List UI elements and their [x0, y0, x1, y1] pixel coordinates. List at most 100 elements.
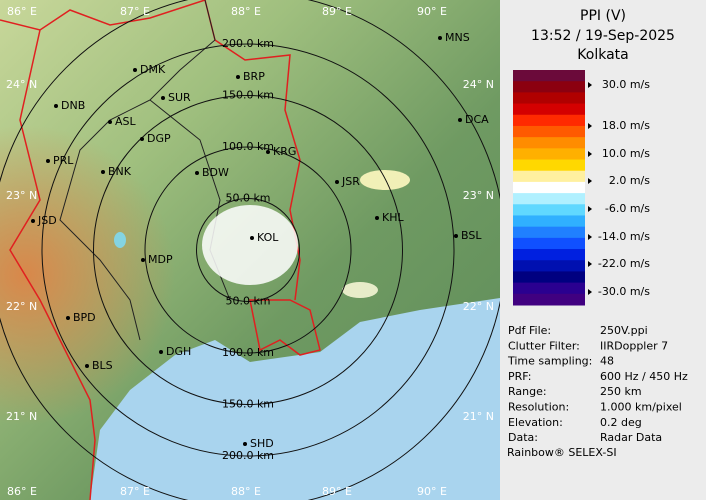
city-dot: [159, 350, 163, 354]
legend-tick: [588, 234, 592, 240]
info-key: Resolution:: [508, 401, 569, 414]
city-label: DNB: [61, 99, 85, 112]
range-label: 200.0 km: [222, 37, 274, 50]
city-label: JSR: [341, 175, 360, 188]
legend-label: 2.0 m/s: [609, 174, 650, 187]
range-ring: [93, 95, 403, 405]
time: 13:52 / 19-Sep-2025: [531, 28, 675, 44]
city-dot: [31, 219, 35, 223]
city-label: KRG: [273, 145, 296, 158]
city-dot: [335, 180, 339, 184]
color-band: [513, 249, 585, 261]
color-band: [513, 170, 585, 183]
legend-tick: [588, 261, 592, 267]
color-band: [513, 215, 585, 228]
range-label: 50.0 km: [225, 295, 270, 308]
city-dot: [236, 75, 240, 79]
color-band: [513, 293, 585, 306]
info-value: Radar Data: [600, 431, 662, 444]
footer: Rainbow® SELEX-SI: [507, 446, 617, 459]
info-key: Time sampling:: [507, 355, 592, 368]
lon-label: 87° E: [120, 5, 150, 18]
legend-tick: [588, 206, 592, 212]
range-label: 100.0 km: [222, 140, 274, 153]
city-label: JSD: [37, 214, 57, 227]
echo: [342, 282, 378, 298]
color-band: [513, 237, 585, 250]
city-label: BSL: [461, 229, 482, 242]
range-label: 150.0 km: [222, 398, 274, 411]
color-band: [513, 193, 585, 205]
lon-label: 86° E: [7, 5, 37, 18]
info-value: 250 km: [600, 385, 642, 398]
color-band: [513, 92, 585, 105]
info-key: PRF:: [508, 370, 531, 383]
info-key: Range:: [508, 385, 547, 398]
range-ring: [144, 146, 352, 354]
color-band: [513, 181, 585, 194]
echo: [202, 205, 298, 285]
color-band: [513, 148, 585, 161]
city-dot: [250, 236, 254, 240]
color-band: [513, 114, 585, 127]
radar-map: 50.0 km 50.0 km 100.0 km 100.0 km 150.0 km 15…: [0, 0, 500, 500]
city-dot: [375, 216, 379, 220]
lat-label: 23° N: [6, 189, 37, 202]
city-dot: [108, 120, 112, 124]
panel-bg: [500, 0, 706, 500]
color-band: [513, 125, 585, 138]
info-value: 600 Hz / 450 Hz: [600, 370, 688, 383]
lat-label: 21° N: [463, 410, 494, 423]
delta: [249, 299, 321, 356]
lon-label: 88° E: [231, 5, 261, 18]
legend-tick: [588, 178, 592, 184]
legend-label: -22.0 m/s: [598, 257, 650, 270]
legend-label: 30.0 m/s: [602, 78, 650, 91]
info-key: Clutter Filter:: [508, 339, 580, 352]
site: Kolkata: [577, 47, 628, 63]
city-dot: [141, 258, 145, 262]
city-dot: [54, 104, 58, 108]
lat-label: 22° N: [6, 300, 37, 313]
lon-label: 90° E: [417, 485, 447, 498]
lon-label: 89° E: [322, 5, 352, 18]
city-dot: [161, 96, 165, 100]
title: PPI (V): [580, 8, 626, 24]
city-label: SHD: [250, 437, 274, 450]
lon-label: 89° E: [322, 485, 352, 498]
legend-label: -30.0 m/s: [598, 285, 650, 298]
echo: [360, 170, 410, 190]
city-dot: [243, 442, 247, 446]
legend-label: 10.0 m/s: [602, 147, 650, 160]
city-label: BPD: [73, 311, 96, 324]
color-band: [513, 81, 585, 93]
legend-tick: [588, 123, 592, 129]
lat-label: 22° N: [463, 300, 494, 313]
city-label: BRP: [243, 70, 265, 83]
city-dot: [46, 159, 50, 163]
color-band: [513, 103, 585, 116]
legend-label: -6.0 m/s: [605, 202, 650, 215]
city-label: BLS: [92, 359, 113, 372]
info-value: IIRDoppler 7: [600, 339, 668, 352]
info-value: 250V.ppi: [600, 324, 648, 337]
city-dot: [140, 137, 144, 141]
color-band: [513, 204, 585, 216]
city-dot: [438, 36, 442, 40]
legend-label: -14.0 m/s: [598, 230, 650, 243]
lon-label: 88° E: [231, 485, 261, 498]
info-key: Data:: [508, 431, 538, 444]
color-band: [513, 260, 585, 272]
color-band: [513, 137, 585, 149]
legend-tick: [588, 289, 592, 295]
city-dot: [195, 171, 199, 175]
sea: [90, 298, 500, 500]
city-dot: [66, 316, 70, 320]
city-label: KOL: [257, 231, 279, 244]
city-label: DCA: [465, 113, 489, 126]
info-key: Elevation:: [508, 416, 563, 429]
range-label: 50.0 km: [225, 192, 270, 205]
city-dot: [101, 170, 105, 174]
city-label: DMK: [140, 63, 166, 76]
